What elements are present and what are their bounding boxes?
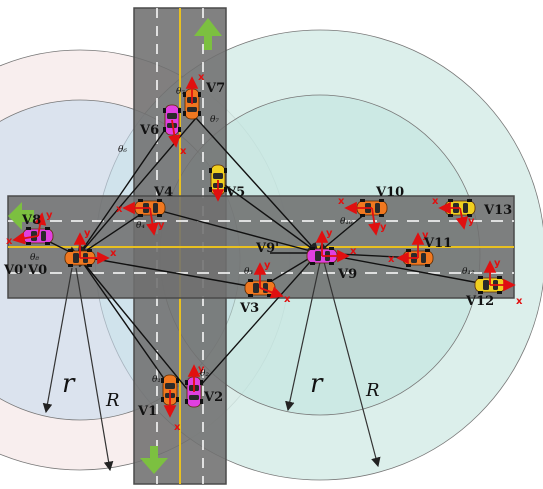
svg-text:y: y — [468, 216, 475, 227]
svg-text:x: x — [516, 296, 523, 307]
svg-text:y: y — [46, 210, 53, 221]
svg-text:x: x — [6, 236, 13, 247]
svg-text:θ₁₂: θ₁₂ — [462, 267, 475, 277]
label-v1: V1 — [137, 404, 157, 419]
svg-text:y: y — [158, 220, 165, 231]
label-v0: V0 — [27, 263, 47, 278]
svg-text:θ₄: θ₄ — [136, 221, 145, 231]
outer-radius-label-left: R — [105, 390, 120, 411]
inner-radius-label-left: r — [62, 369, 76, 399]
label-v4: V4 — [153, 185, 173, 200]
label-v12: V12 — [465, 294, 494, 309]
local-axes — [12, 76, 516, 418]
svg-text:y: y — [198, 364, 205, 375]
svg-text:x: x — [432, 196, 439, 207]
svg-text:θ₁: θ₁ — [152, 375, 161, 385]
outer-radius-label-right: R — [365, 380, 380, 401]
label-v2: V2 — [203, 390, 223, 405]
svg-text:θ₆: θ₆ — [118, 145, 127, 155]
vehicle-labels: V0 V0' V1 V2 V3 V4 V5 V6 V7 V8 V9 V9' V1… — [3, 81, 512, 419]
svg-text:y: y — [494, 258, 501, 269]
label-v3: V3 — [239, 301, 259, 316]
svg-text:θ₃: θ₃ — [244, 267, 253, 277]
label-v5: V5 — [225, 185, 245, 200]
label-v8: V8 — [21, 213, 41, 228]
svg-text:x: x — [284, 294, 291, 305]
range-radius-lines — [42, 261, 381, 472]
svg-text:θ₁₀: θ₁₀ — [340, 217, 353, 227]
svg-text:x: x — [388, 254, 395, 265]
label-v11: V11 — [423, 236, 452, 251]
label-v10: V10 — [375, 185, 404, 200]
heading-angle-labels: θ₈ θ₄ θ₆ θ₇ θ₇ θ₁ θ₂ θ₃ θ₁₀ θ₁₂ — [30, 87, 475, 385]
svg-text:y: y — [422, 230, 429, 241]
label-v0-prime: V0' — [3, 263, 27, 278]
svg-text:x: x — [350, 246, 357, 257]
inner-radius-label-right: r — [310, 369, 324, 399]
up-direction-arrow — [194, 18, 222, 50]
svg-text:θ₇: θ₇ — [210, 115, 219, 125]
left-direction-arrow — [8, 202, 34, 230]
svg-text:x: x — [110, 248, 117, 259]
svg-text:x: x — [338, 196, 345, 207]
axis-letters: x y x y x y x x x y x y x y x y x y x y … — [6, 72, 523, 433]
label-v9p: V9' — [255, 241, 279, 256]
label-v13: V13 — [483, 203, 512, 218]
svg-text:x: x — [174, 422, 181, 433]
label-v7: V7 — [205, 81, 225, 96]
svg-text:θ₈: θ₈ — [30, 253, 39, 263]
svg-text:y: y — [264, 260, 271, 271]
svg-text:y: y — [84, 228, 91, 239]
label-v9: V9 — [337, 267, 357, 282]
label-v6: V6 — [139, 123, 159, 138]
down-direction-arrow — [140, 446, 168, 474]
svg-text:y: y — [326, 228, 333, 239]
svg-text:y: y — [380, 222, 387, 233]
svg-text:x: x — [180, 146, 187, 157]
svg-text:x: x — [116, 204, 123, 215]
svg-text:x: x — [198, 72, 205, 83]
svg-text:θ₂: θ₂ — [200, 369, 209, 379]
svg-text:θ₇: θ₇ — [176, 87, 185, 97]
